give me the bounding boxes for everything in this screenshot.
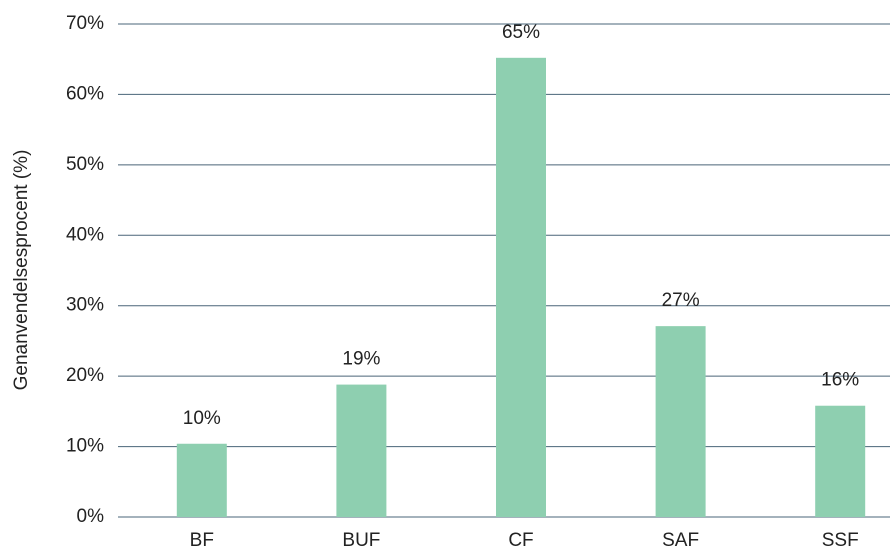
y-tick-label: 10% xyxy=(66,436,104,457)
y-axis-label: Genanvendelsesprocent (%) xyxy=(11,150,32,391)
x-tick-label: BF xyxy=(190,530,214,551)
bar xyxy=(815,405,866,517)
y-tick-label: 70% xyxy=(66,13,104,34)
y-tick-label: 60% xyxy=(66,83,104,104)
y-tick-label: 40% xyxy=(66,224,104,245)
y-tick-label: 0% xyxy=(77,506,105,527)
data-label: 16% xyxy=(821,370,859,391)
bar xyxy=(176,443,227,517)
data-label: 65% xyxy=(502,22,540,43)
x-tick-label: CF xyxy=(508,530,533,551)
data-label: 27% xyxy=(662,290,700,311)
y-tick-label: 50% xyxy=(66,154,104,175)
bar xyxy=(655,326,706,517)
data-label: 19% xyxy=(342,349,380,370)
x-tick-label: SSF xyxy=(822,530,859,551)
x-tick-label: SAF xyxy=(662,530,699,551)
bar xyxy=(496,57,546,517)
x-tick-label: BUF xyxy=(342,530,380,551)
y-tick-label: 20% xyxy=(66,365,104,386)
y-tick-label: 30% xyxy=(66,295,104,316)
bar xyxy=(336,384,387,517)
data-label: 10% xyxy=(183,408,221,429)
